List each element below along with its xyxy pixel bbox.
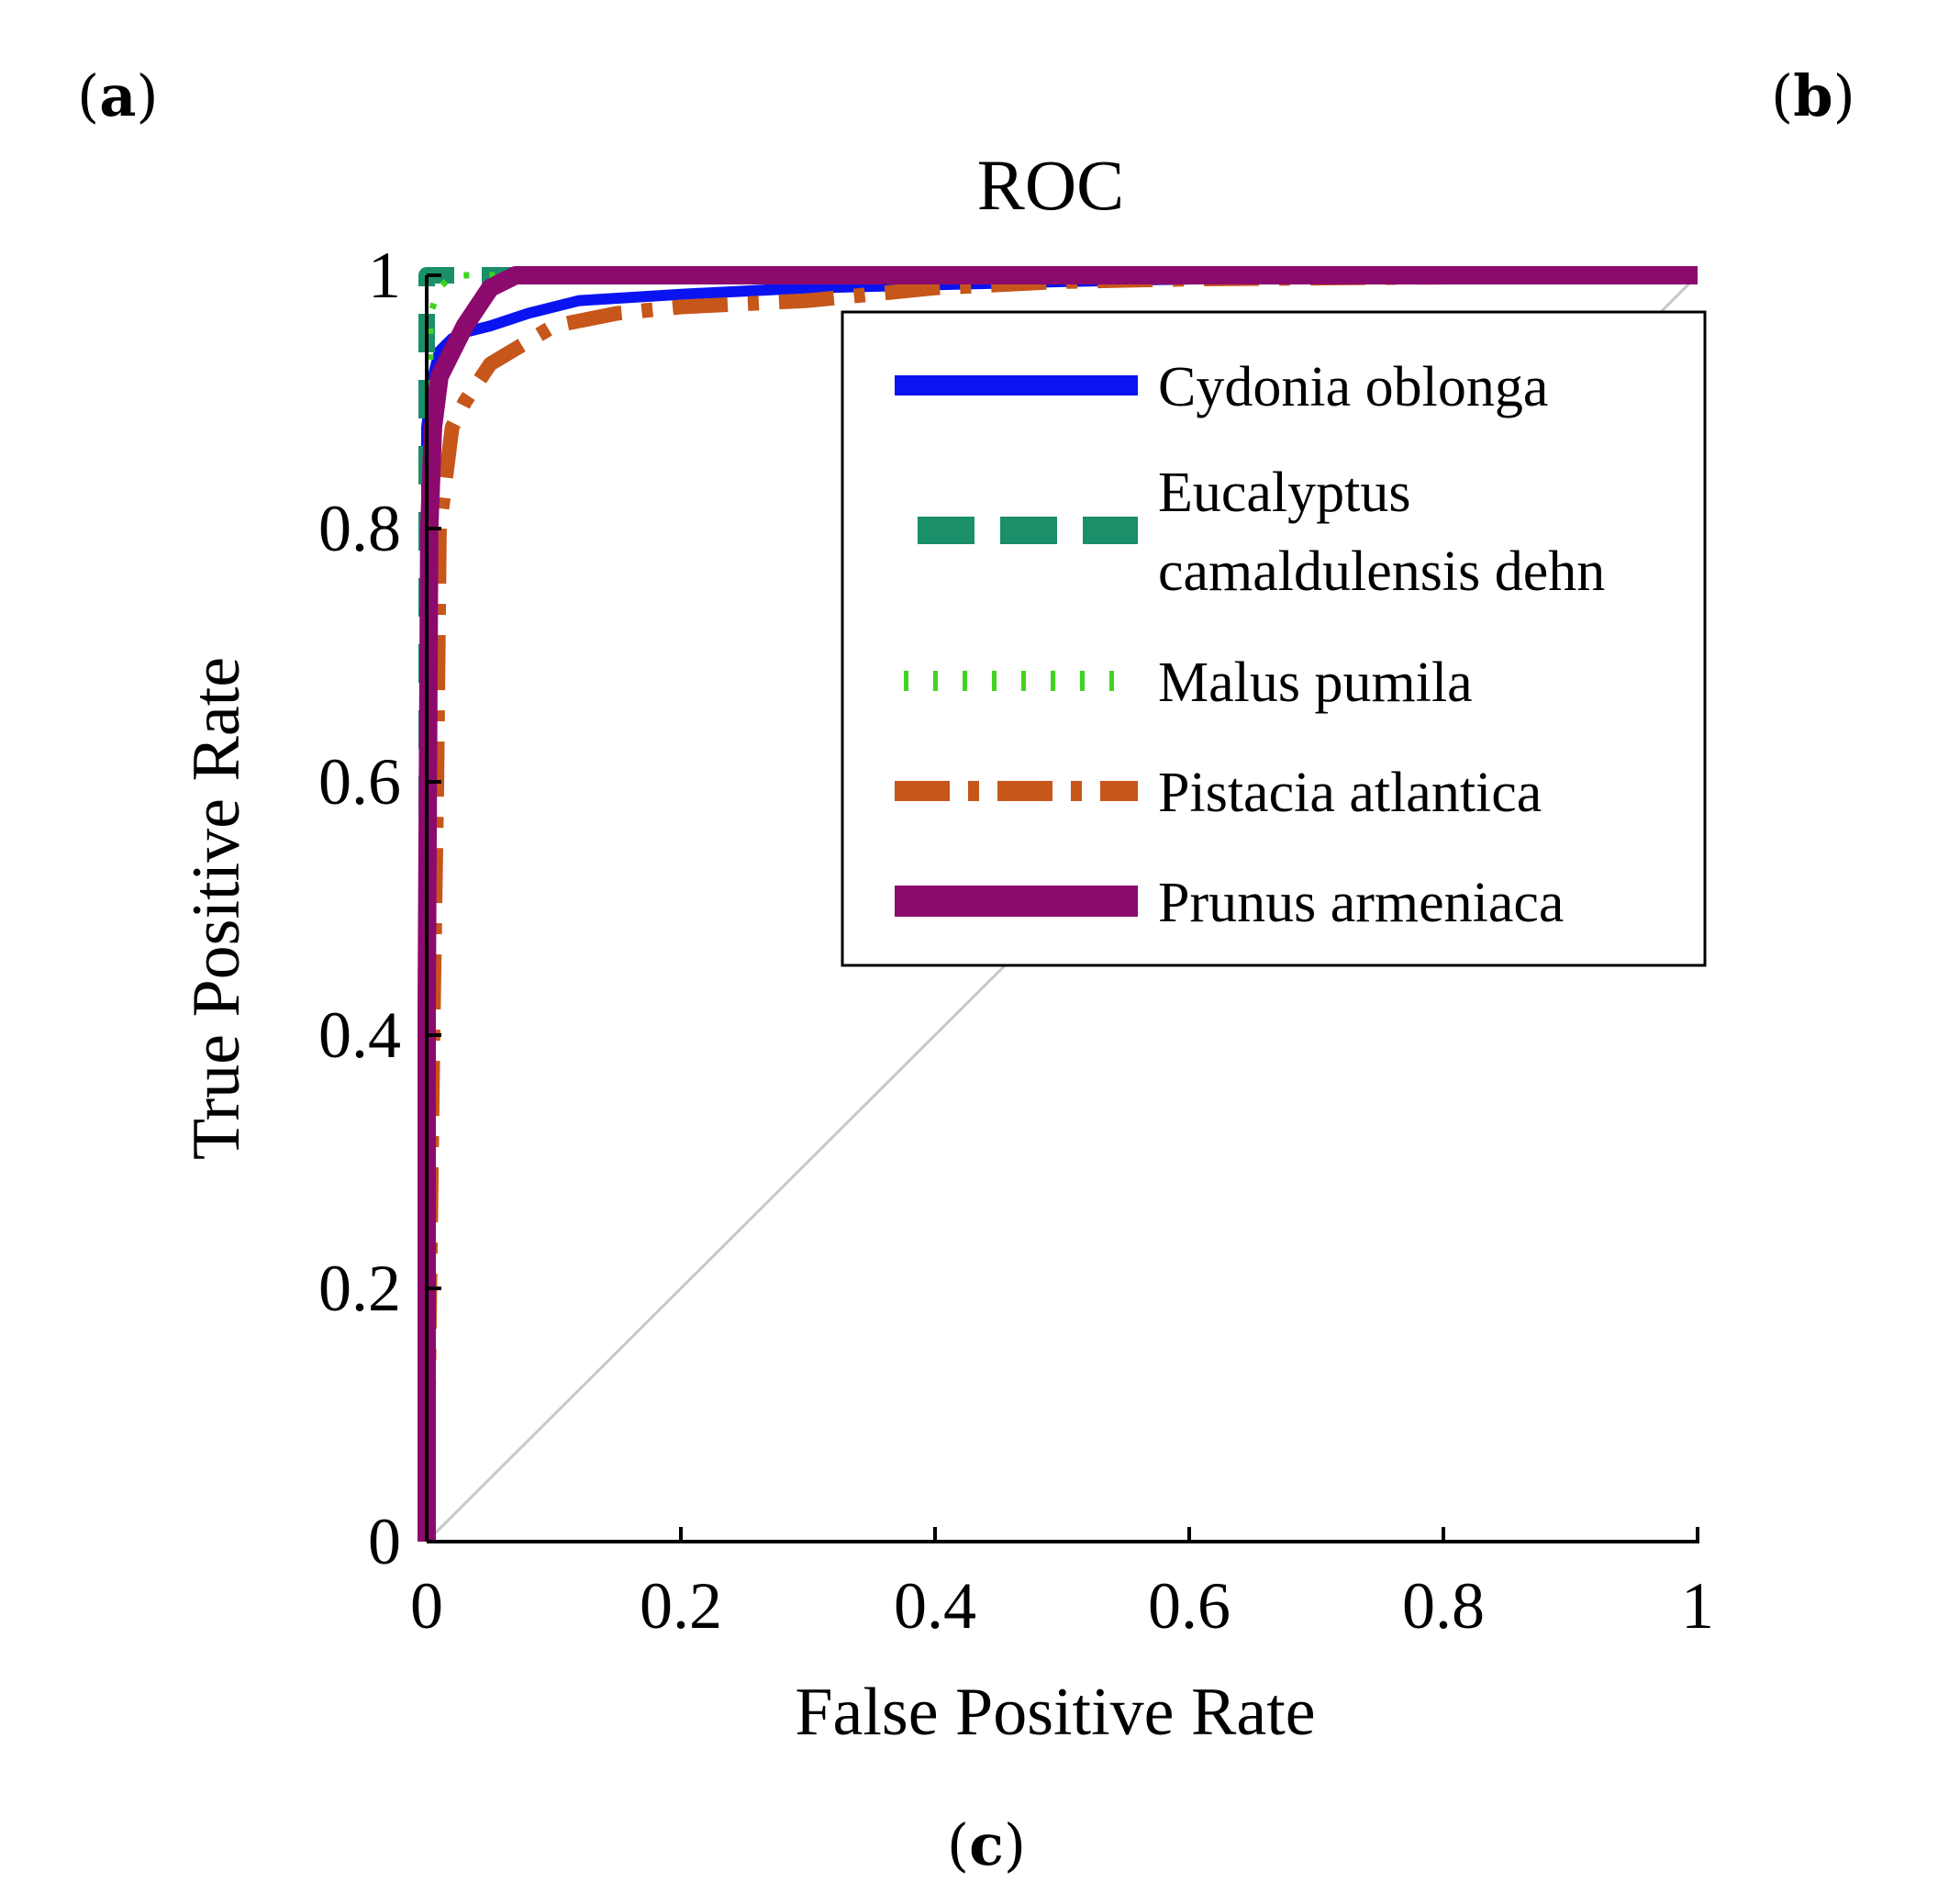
legend-entry: Pistacia atlantica bbox=[895, 762, 1542, 824]
legend-label: camaldulensis dehn bbox=[1158, 540, 1605, 603]
roc-curve-prunus-armeniaca bbox=[418, 266, 1698, 1542]
x-tick-label: 0 bbox=[410, 1569, 443, 1643]
y-tick-label: 0.8 bbox=[318, 492, 401, 565]
axes-layer bbox=[425, 275, 1699, 1543]
y-axis-title: True Positive Rate bbox=[179, 657, 254, 1160]
y-tick-label: 1 bbox=[368, 239, 401, 312]
x-tick-label: 1 bbox=[1681, 1569, 1714, 1643]
legend-entry: Eucalyptus camaldulensis dehn bbox=[918, 462, 1605, 603]
ticks-layer: 0 0.2 0.4 0.6 0.8 1 0 0.2 0.4 0.6 0.8 1 bbox=[318, 239, 1714, 1643]
legend: Cydonia oblonga Eucalyptus camaldulensis d… bbox=[841, 310, 1707, 967]
panel-label-c: (c) bbox=[947, 1811, 1026, 1878]
chart-title: ROC bbox=[977, 145, 1124, 225]
y-tick-label: 0.2 bbox=[318, 1252, 401, 1325]
x-axis-title: False Positive Rate bbox=[795, 1675, 1315, 1750]
legend-label: Prunus armeniaca bbox=[1158, 872, 1564, 934]
legend-label: Pistacia atlantica bbox=[1158, 762, 1542, 824]
x-tick-label: 0.6 bbox=[1148, 1569, 1231, 1643]
y-tick-label: 0.4 bbox=[318, 998, 401, 1072]
x-tick-label: 0.4 bbox=[894, 1569, 976, 1643]
legend-label: Eucalyptus bbox=[1158, 462, 1411, 524]
legend-label: Cydonia oblonga bbox=[1158, 356, 1548, 418]
legend-entry: Prunus armeniaca bbox=[895, 872, 1564, 934]
x-tick-label: 0.2 bbox=[640, 1569, 722, 1643]
legend-items: Cydonia oblonga Eucalyptus camaldulensis d… bbox=[895, 356, 1605, 934]
y-tick-label: 0 bbox=[368, 1505, 401, 1578]
panel-label-b: (b) bbox=[1771, 62, 1855, 129]
legend-label: Malus pumila bbox=[1158, 652, 1473, 714]
y-tick-label: 0.6 bbox=[318, 745, 401, 819]
x-tick-label: 0.8 bbox=[1402, 1569, 1485, 1643]
panel-label-a: (a) bbox=[77, 62, 159, 129]
legend-entry: Malus pumila bbox=[904, 652, 1473, 714]
legend-entry: Cydonia oblonga bbox=[895, 356, 1548, 418]
legend-box bbox=[841, 310, 1707, 967]
